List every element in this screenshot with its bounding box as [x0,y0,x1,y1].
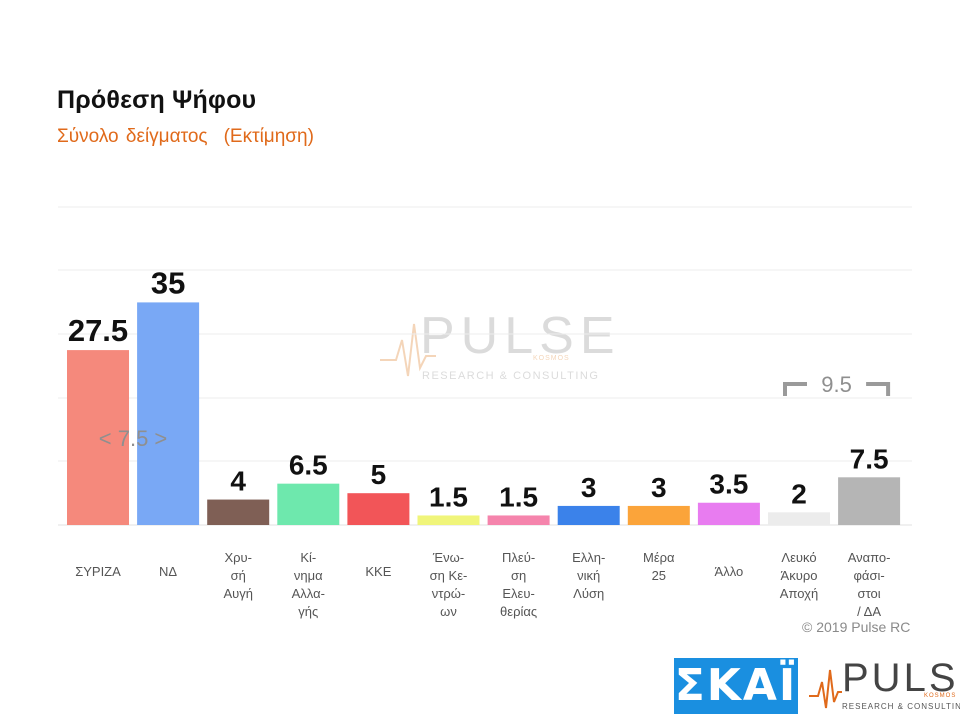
bar [627,505,690,525]
bar-value-label: 1.5 [499,481,538,512]
watermark-sub: RESEARCH & CONSULTING [422,370,600,382]
category-label: Λευκό [781,550,816,565]
category-label: θερίας [500,604,537,619]
category-label: Άλλο [715,564,744,579]
category-label: νική [577,568,600,583]
bar-value-label: 6.5 [289,450,328,481]
category-label: Αλλα- [292,586,325,601]
chart-subtitle: Σύνολο δείγματος (Εκτίμηση) [57,126,314,148]
category-label: Πλεύ- [502,550,535,565]
category-label: Άκυρο [781,568,818,583]
bar [67,350,129,525]
category-label: ων [440,604,457,619]
subtitle-main: Σύνολο δείγματος [57,126,208,147]
category-label: ντρώ- [432,586,466,601]
skai-logo: ΣΚΑΪ [674,658,798,714]
pulse-heartbeat-icon [809,669,842,709]
pulse-watermark: PULSE KOSMOS RESEARCH & CONSULTING [378,307,615,390]
category-label: σή [231,568,246,583]
watermark-small: KOSMOS [533,355,570,362]
bar [207,499,270,525]
bar-value-label: 4 [230,466,246,497]
category-label: Αναπο- [848,550,891,565]
category-label: ΣΥΡΙΖΑ [75,564,121,579]
pulse-logo-word: PULSE [842,656,960,700]
copyright-text: © 2019 Pulse RC [802,619,911,635]
bar [417,515,480,525]
bar [277,483,340,525]
bracket-annotation-label: 9.5 [821,372,852,397]
bar [768,512,830,525]
category-label: / ΔΑ [857,604,881,619]
pulse-logo-small: KOSMOS [924,693,957,699]
chart-title: Πρόθεση Ψήφου [57,86,257,114]
category-label: Αυγή [223,586,253,601]
category-label: Ένω- [432,550,464,565]
bar-value-label: 2 [791,478,807,509]
chart-category-labels: ΣΥΡΙΖΑ ΝΔ Χρυ-σή Αυγή Κί-νημα Αλλα-γής ΚΚΕ Ένω-… [75,550,890,619]
bar [557,505,620,525]
bracket-left [783,382,807,396]
bar-value-label: 3 [651,472,667,503]
bracket-right [866,382,891,396]
bar [838,477,901,525]
category-label: Χρυ- [224,550,252,565]
category-label: ση Κε- [430,568,468,583]
category-label: στοι [858,586,881,601]
pulse-logo-sub: RESEARCH & CONSULTING [842,702,960,711]
watermark-word: PULSE [420,307,621,365]
chart-annotations: < 7.5 > 9.5 [99,372,891,451]
category-label: φάσι- [854,568,885,583]
pulse-logo: PULSE KOSMOS RESEARCH & CONSULTING [808,656,960,716]
category-label: ση [511,568,526,583]
bar-value-label: 7.5 [850,443,889,474]
bar-value-label: 35 [151,265,185,300]
chart-bars [67,302,901,525]
category-label: νημα [294,568,323,583]
heartbeat-icon [380,323,436,377]
category-label: Κί- [300,550,316,565]
category-label: Ελλη- [572,550,605,565]
bar [487,515,550,525]
category-label: γής [298,604,318,619]
category-label: 25 [652,568,666,583]
category-label: Μέρα [643,550,675,565]
bar-value-label: 1.5 [429,481,468,512]
category-label: ΝΔ [159,564,177,579]
bar-value-label: 27.5 [68,313,128,348]
bar-value-label: 3 [581,472,597,503]
category-label: Ελευ- [502,586,534,601]
diff-annotation-label: < 7.5 > [99,426,168,451]
category-label: Αποχή [780,586,818,601]
bar [347,493,410,525]
bar-value-label: 3.5 [709,469,748,500]
bar-value-label: 5 [371,459,387,490]
category-label: Λύση [573,586,604,601]
bar [137,302,200,525]
subtitle-note: (Εκτίμηση) [223,126,314,147]
category-label: ΚΚΕ [365,564,391,579]
bar [697,502,760,525]
